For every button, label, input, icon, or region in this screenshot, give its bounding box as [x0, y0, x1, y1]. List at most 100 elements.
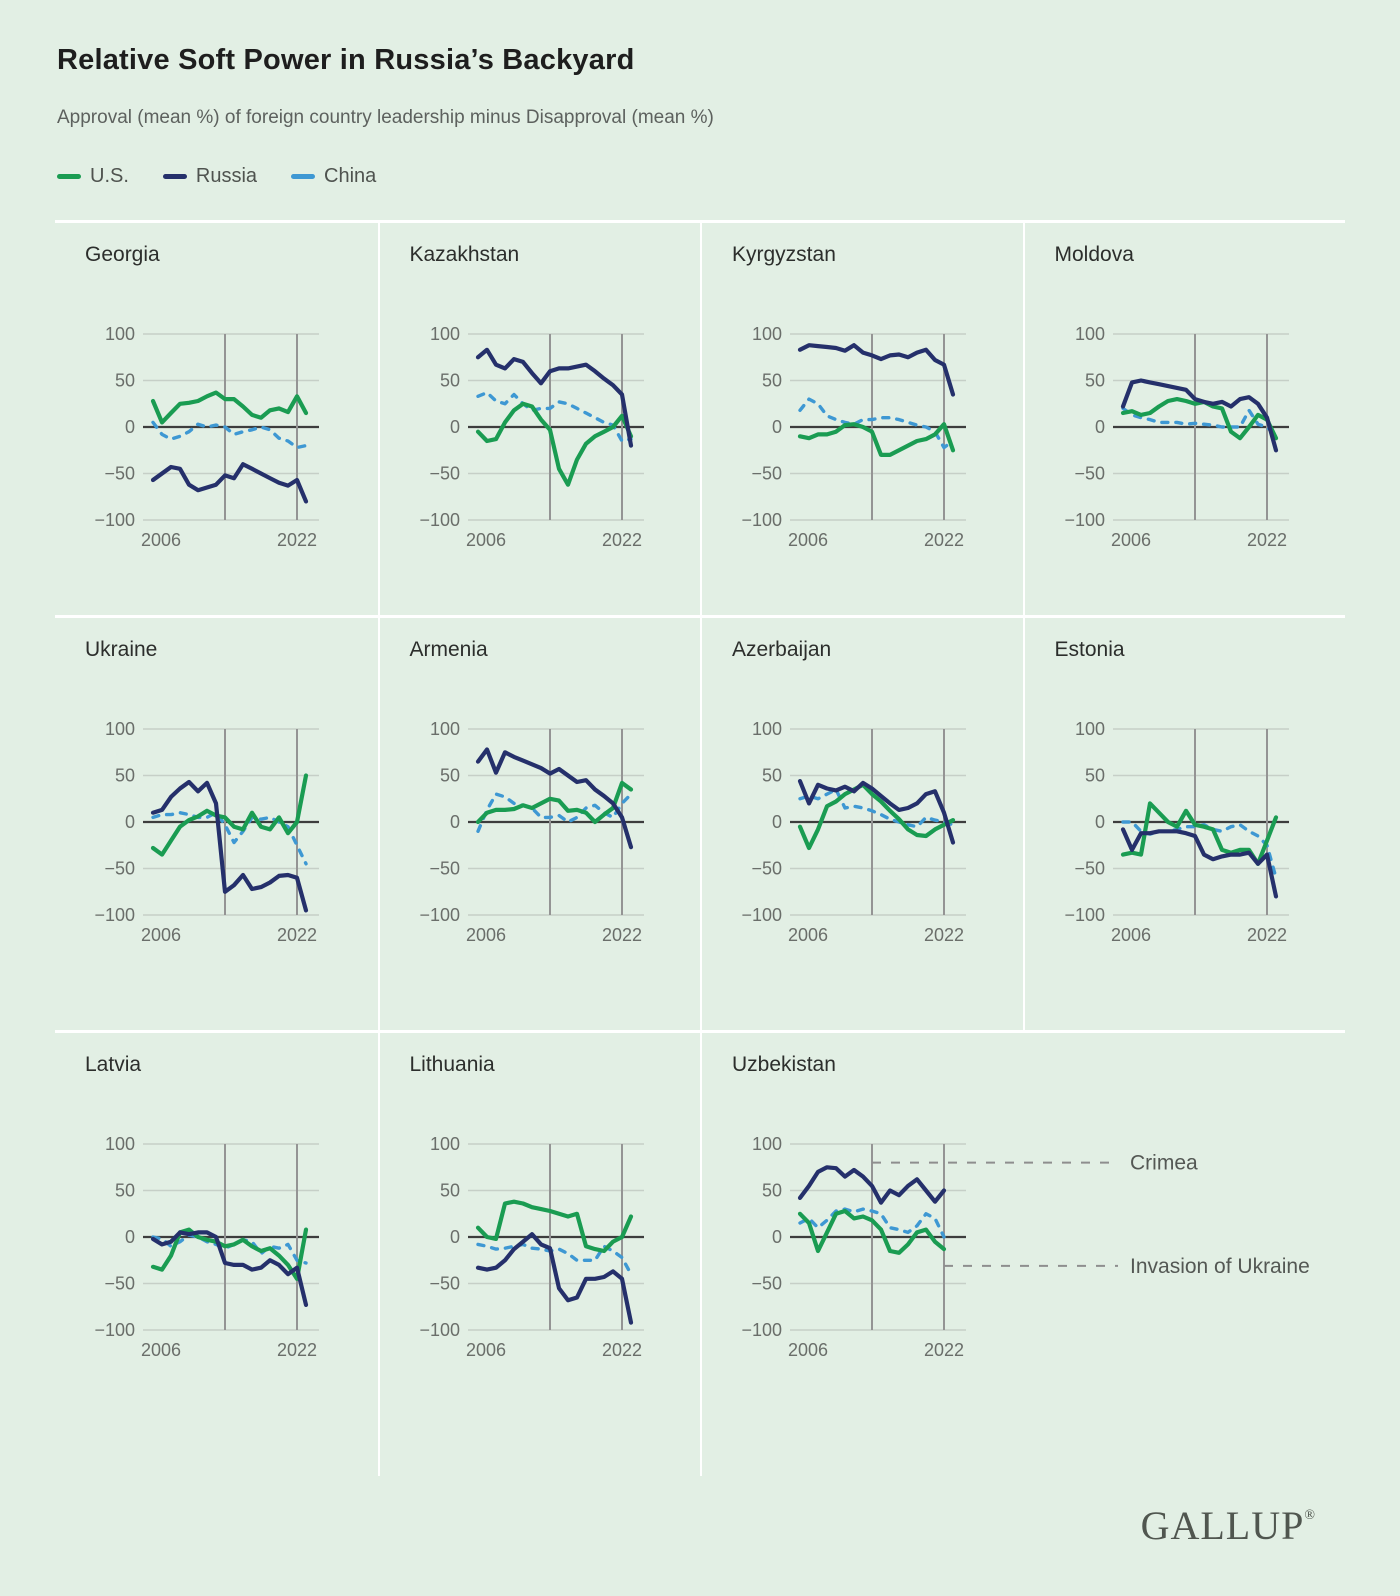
series-line-us: [797, 422, 956, 457]
panel-armenia: Armenia 100 50 0 −50 −100 2006 2022: [377, 615, 700, 1030]
y-tick-label: 50: [439, 766, 459, 786]
x-tick-label: 2022: [601, 1340, 641, 1360]
y-tick-label: −50: [104, 859, 135, 879]
panel-kazakhstan: Kazakhstan 100 50 0 −50 −100 2006 2022: [377, 223, 701, 615]
x-tick-label: 2006: [1110, 530, 1150, 550]
y-tick-label: −50: [429, 859, 460, 879]
y-tick-label: 50: [1084, 371, 1104, 391]
series-line-russia: [150, 462, 309, 504]
series-line-us: [475, 780, 633, 825]
y-tick-label: −100: [419, 1320, 460, 1340]
gallup-logo: GALLUP: [1140, 1503, 1305, 1548]
legend-label-china: China: [324, 165, 377, 187]
y-tick-label: 0: [772, 812, 782, 832]
legend-item-china: China: [291, 165, 376, 188]
y-tick-label: 0: [125, 1227, 135, 1247]
y-tick-label: −100: [741, 1320, 782, 1340]
y-tick-label: −50: [1074, 859, 1105, 879]
legend-swatch-russia-icon: [162, 174, 187, 179]
series-line-russia: [475, 747, 633, 850]
panel-title-azerbaijan: Azerbaijan: [732, 638, 832, 661]
y-tick-label: 0: [449, 1227, 459, 1247]
panel-azerbaijan: Azerbaijan 100 50 0 −50 −100 2006 2022: [700, 615, 1023, 1030]
series-line-russia: [797, 343, 956, 397]
y-tick-label: 50: [762, 371, 782, 391]
gallup-registered-mark: ®: [1304, 1508, 1315, 1523]
y-tick-label: 50: [439, 371, 459, 391]
panel-title-latvia: Latvia: [85, 1053, 142, 1076]
panel-kyrgyzstan: Kyrgyzstan 100 50 0 −50 −100 2006 2022: [700, 223, 1023, 615]
annotation-label-1: Invasion of Ukraine: [1130, 1255, 1310, 1278]
series-line-russia: [797, 1165, 947, 1205]
x-tick-label: 2006: [788, 530, 828, 550]
x-tick-label: 2006: [141, 530, 181, 550]
y-tick-label: −50: [104, 464, 135, 484]
y-tick-label: −50: [751, 1274, 782, 1294]
y-tick-label: −100: [419, 905, 460, 925]
x-tick-label: 2006: [465, 1340, 505, 1360]
panel-estonia: Estonia 100 50 0 −50 −100 2006 2022: [1022, 615, 1345, 1030]
series-line-russia: [150, 779, 309, 913]
series-line-us: [475, 1199, 633, 1254]
y-tick-label: −100: [1064, 510, 1105, 530]
y-tick-label: −100: [94, 510, 135, 530]
panel-title-armenia: Armenia: [409, 638, 488, 661]
y-tick-label: 50: [762, 1181, 782, 1201]
series-line-china: [151, 420, 308, 450]
panel-title-ukraine: Ukraine: [85, 638, 158, 661]
x-tick-label: 2022: [924, 530, 964, 550]
y-tick-label: 100: [105, 1134, 135, 1154]
y-tick-label: 100: [429, 324, 459, 344]
x-tick-label: 2022: [924, 1340, 964, 1360]
y-tick-label: 0: [1094, 812, 1104, 832]
panel-title-georgia: Georgia: [85, 243, 160, 266]
y-tick-label: 100: [429, 1134, 459, 1154]
series-line-us: [150, 773, 309, 857]
y-tick-label: 100: [752, 719, 782, 739]
footer: GALLUP®: [0, 1502, 1315, 1549]
y-tick-label: 100: [429, 719, 459, 739]
panel-title-uzbekistan: Uzbekistan: [732, 1053, 836, 1076]
x-tick-label: 2022: [601, 530, 641, 550]
x-tick-label: 2006: [465, 530, 505, 550]
y-tick-label: −50: [429, 1274, 460, 1294]
legend: U.S. Russia China: [57, 165, 1343, 188]
chart-azerbaijan: 100 50 0 −50 −100 2006 2022: [741, 719, 966, 945]
legend-label-us: U.S.: [90, 165, 129, 187]
y-tick-label: 50: [115, 1181, 135, 1201]
series-line-us: [150, 390, 309, 425]
panel-title-lithuania: Lithuania: [409, 1053, 495, 1076]
legend-item-russia: Russia: [162, 165, 258, 188]
legend-item-us: U.S.: [57, 165, 129, 188]
legend-label-russia: Russia: [195, 165, 258, 187]
series-line-us: [797, 1208, 947, 1255]
series-line-russia: [1120, 827, 1278, 899]
y-tick-label: 100: [752, 324, 782, 344]
y-tick-label: 50: [115, 371, 135, 391]
x-tick-label: 2006: [788, 925, 828, 945]
y-tick-label: 0: [125, 417, 135, 437]
y-tick-label: −100: [419, 510, 460, 530]
x-tick-label: 2006: [465, 925, 505, 945]
chart-latvia: 100 50 0 −50 −100 2006 2022: [94, 1134, 319, 1360]
x-tick-label: 2006: [1110, 925, 1150, 945]
y-tick-label: 100: [105, 719, 135, 739]
y-tick-label: −100: [94, 905, 135, 925]
series-line-china: [475, 390, 633, 443]
y-tick-label: 0: [449, 417, 459, 437]
chart-ukraine: 100 50 0 −50 −100 2006 2022: [94, 719, 319, 945]
y-tick-label: 100: [105, 324, 135, 344]
panel-title-kyrgyzstan: Kyrgyzstan: [732, 243, 836, 266]
y-tick-label: 0: [449, 812, 459, 832]
panel-title-estonia: Estonia: [1054, 638, 1125, 661]
y-tick-label: 50: [1084, 766, 1104, 786]
y-tick-label: 0: [1094, 417, 1104, 437]
x-tick-label: 2022: [277, 530, 317, 550]
x-tick-label: 2006: [141, 1340, 181, 1360]
panel-title-kazakhstan: Kazakhstan: [409, 243, 520, 266]
chart-header: Relative Soft Power in Russia’s Backyard…: [0, 0, 1400, 188]
y-tick-label: −50: [429, 464, 460, 484]
